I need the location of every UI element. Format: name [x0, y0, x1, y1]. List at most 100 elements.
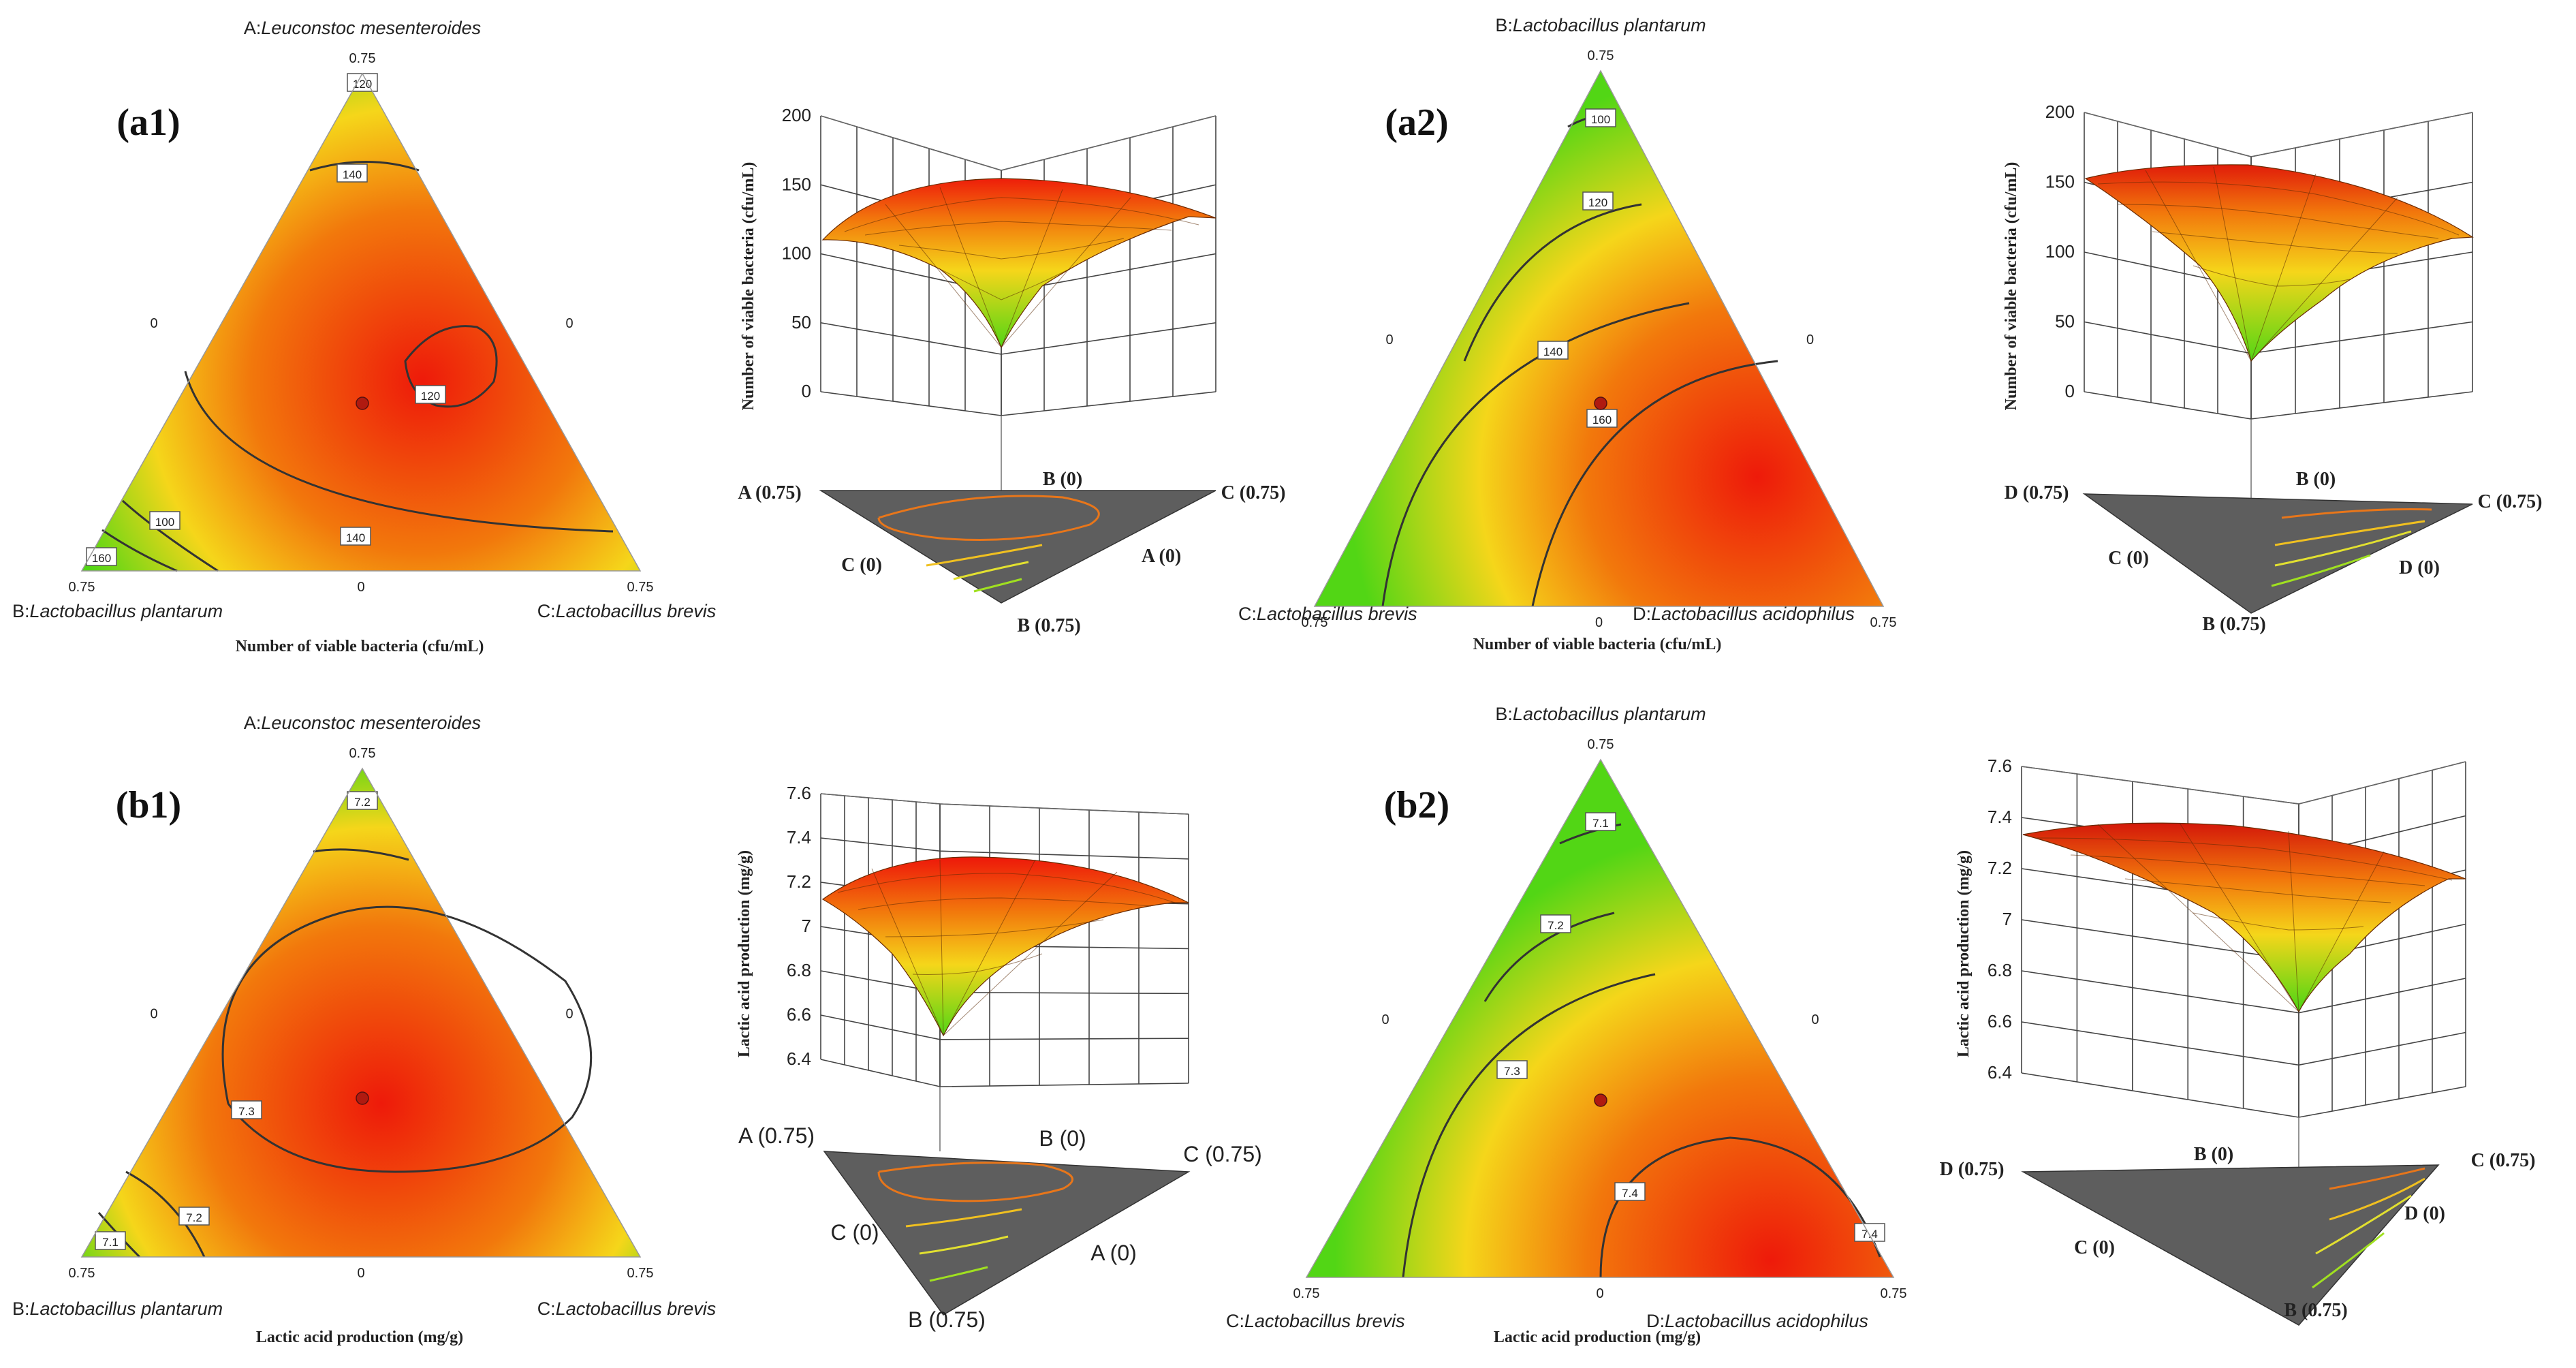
contour-label-text: 7.1 [1592, 817, 1609, 830]
contour-line [121, 499, 219, 572]
z-axis-label: Lactic acid production (mg/g) [736, 850, 753, 1057]
floor-contour [877, 495, 1100, 541]
surface-mesh [2250, 173, 2316, 362]
response-surface [821, 856, 1189, 1037]
apex-left-label: B:Lactobacillus plantarum [12, 1299, 223, 1319]
ternary-border [1313, 69, 1885, 607]
side-zero-left: 0 [1385, 332, 1393, 347]
axis-label: B (0) [2296, 469, 2336, 490]
x-axis-label: Number of viable bacteria (cfu/mL) [236, 638, 484, 655]
frame-line [2021, 766, 2299, 805]
contour-line [309, 161, 420, 172]
contour-label-text: 120 [353, 78, 372, 91]
z-tick-label: 0 [2065, 381, 2075, 401]
contour-label-text: 7.2 [186, 1211, 202, 1224]
apex-left-label: C:Lactobacillus brevis [1226, 1311, 1405, 1331]
contour-line [1402, 973, 1656, 1278]
floor-contour [2271, 554, 2371, 587]
ternary-plot-b1: 7.2 7.3 7.2 7.1 (b1) A:Leuconstoc mesenteroid… [12, 713, 716, 1346]
z-tick-label: 7 [802, 916, 811, 936]
contour-label-box [1496, 1060, 1528, 1079]
surface-mesh [2193, 265, 2351, 287]
contour-label-box [415, 385, 446, 404]
axis-label: D (0) [2399, 557, 2440, 578]
surface-mesh [2097, 181, 2460, 236]
surface-mesh [2145, 170, 2252, 362]
z-tick-label: 100 [782, 243, 811, 264]
contour-label-text: 7.3 [1504, 1065, 1520, 1078]
contour-label-box [347, 73, 378, 92]
apex-name: C: [1238, 604, 1257, 624]
contour-label-box [178, 1207, 210, 1226]
surface-mesh [864, 221, 1172, 236]
surface-plot-a1-3d: Number of viable bacteria (cfu/mL) 200 150… [738, 105, 1285, 636]
axis-label: D (0) [2404, 1203, 2445, 1224]
response-surface [2022, 822, 2466, 1013]
surface-mesh [2152, 231, 2398, 254]
z-axis-label: Number of viable bacteria (cfu/mL) [2002, 162, 2020, 411]
floor-contour [2274, 520, 2425, 546]
contour-label-box [1585, 108, 1616, 127]
floor-contour [926, 544, 1043, 567]
contour-label-text: 100 [155, 516, 174, 529]
contour-label: 7.3 [1496, 1060, 1528, 1079]
surface-mesh [844, 197, 1199, 232]
floor-contour [877, 1162, 1073, 1202]
surface-mesh [2288, 830, 2299, 1012]
apex-right-label: C:Lactobacillus brevis [537, 1299, 717, 1319]
ternary-surface [1315, 71, 1883, 606]
surface-mesh [2097, 824, 2299, 1012]
contour-label: 140 [1537, 341, 1569, 360]
apex-top-value: 0.75 [1588, 48, 1614, 63]
contour-line [313, 848, 409, 861]
frame-line [1001, 115, 1216, 171]
z-tick-label: 50 [2055, 311, 2075, 332]
contour-label-text: 160 [92, 552, 111, 565]
apex-top-value: 0.75 [349, 746, 376, 761]
z-tick-label: 0 [802, 381, 811, 401]
ternary-border [80, 767, 642, 1258]
ternary-surface [82, 74, 640, 571]
apex-left-label: B:Lactobacillus plantarum [12, 601, 223, 621]
contour-label-box [1586, 409, 1618, 428]
contour-label-box [1614, 1182, 1646, 1201]
apex-left-value: 0.75 [69, 1266, 95, 1281]
z-tick-label: 6.6 [1988, 1011, 2012, 1031]
contour-label-text: 160 [1592, 414, 1612, 426]
apex-left-value: 0.75 [69, 580, 95, 595]
side-zero-right: 0 [565, 316, 573, 331]
contour-label-box [336, 164, 368, 183]
z-tick-label: 7.6 [787, 783, 811, 803]
contour-label: 7.3 [231, 1100, 262, 1119]
contour-label: 140 [336, 164, 368, 183]
grid-line [820, 391, 1216, 416]
contour-line [101, 529, 178, 572]
axis-label: B (0.75) [1017, 615, 1080, 636]
frame-line [2250, 112, 2473, 157]
floor-contour [2274, 530, 2412, 567]
axis-label: A (0.75) [738, 482, 801, 503]
apex-name: B: [12, 1299, 30, 1319]
side-zero-bottom: 0 [357, 580, 364, 595]
contour-label: 7.2 [1540, 914, 1571, 933]
floor-contour [929, 1266, 988, 1282]
apex-species: Lactobacillus brevis [556, 1299, 717, 1319]
apex-species: Lactobacillus acidophilus [1651, 604, 1855, 624]
apex-name: B: [1495, 15, 1513, 35]
contour-line [125, 1170, 206, 1258]
apex-name: B: [1495, 704, 1513, 724]
apex-right-value: 0.75 [627, 580, 654, 595]
contour-label-text: 100 [1591, 113, 1610, 126]
axis-label: D (0.75) [2005, 482, 2069, 503]
floor-contour [2281, 508, 2432, 519]
ternary-surface [82, 768, 640, 1257]
axis-label: C (0.75) [1183, 1142, 1262, 1166]
contour-label-box [86, 547, 117, 566]
panel-label: (b2) [1384, 784, 1449, 826]
side-zero-left: 0 [150, 1007, 157, 1022]
frame-line [2084, 112, 2252, 157]
side-zero-right: 0 [565, 1007, 573, 1022]
contour-line [1483, 912, 1615, 1002]
floor-projection [823, 1151, 1191, 1316]
surface-mesh [2250, 197, 2398, 362]
